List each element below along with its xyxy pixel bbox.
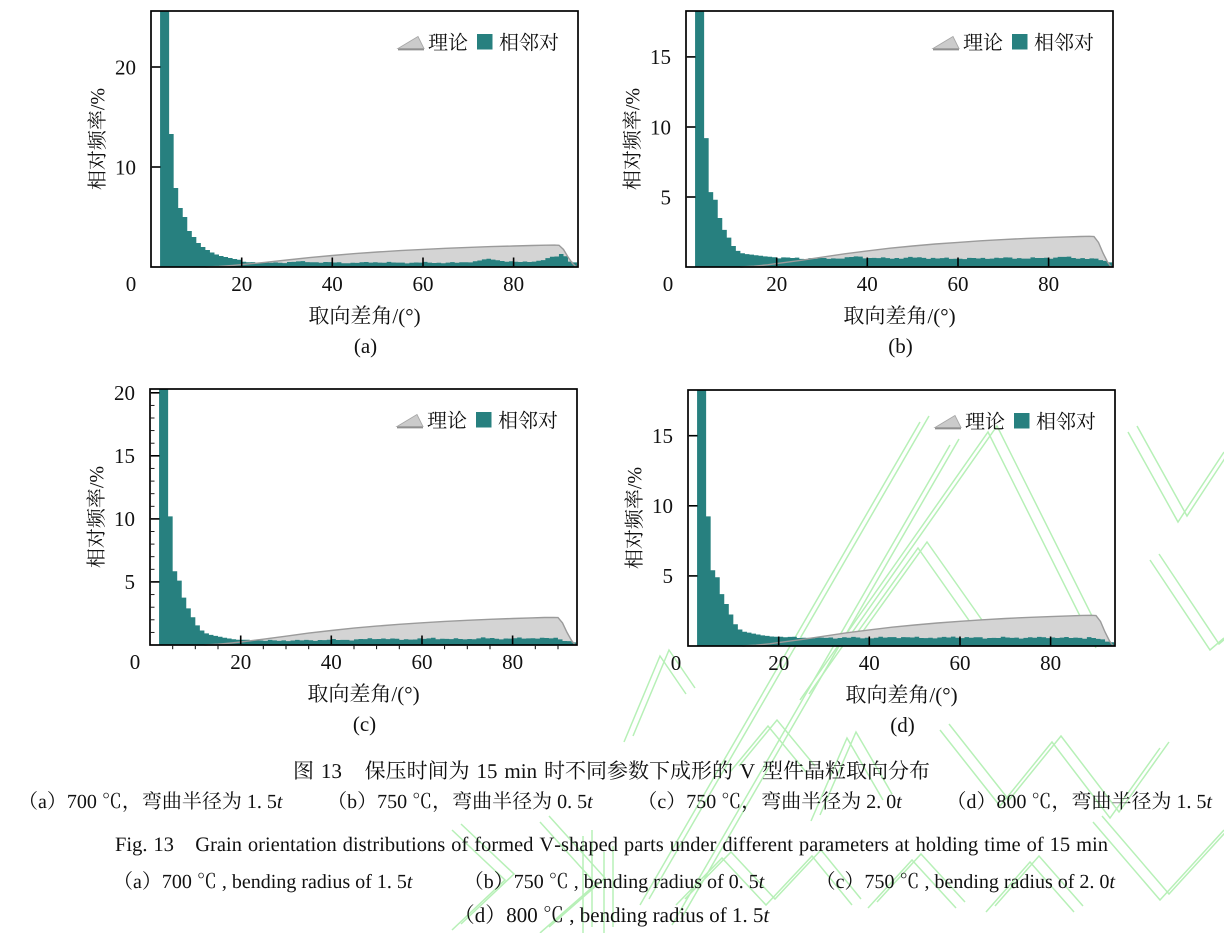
x-tick-label: 20 — [768, 651, 789, 675]
figure-captions — [31, 760, 1213, 927]
histogram-bars — [697, 390, 1115, 646]
legend — [396, 32, 559, 52]
y-axis-title — [624, 467, 643, 569]
plot-frame — [149, 388, 578, 646]
x-tick-label: 60 — [412, 650, 433, 674]
axis-ticks — [151, 66, 515, 267]
subplot-a: 10 20 0 20 40 60 80 (a) — [87, 10, 579, 358]
theory-curve-outline — [740, 235, 1112, 268]
legend-theory — [395, 410, 467, 429]
caption-en-title — [115, 836, 1108, 856]
caption-cn-title — [295, 760, 930, 780]
y-tick-label: 10 — [115, 155, 136, 179]
axis-ticks — [686, 56, 1050, 267]
subplot-grid: 10 20 0 20 40 60 80 (a) 5 10 15 0 20 40 60 80 (b) 5 10 15… — [86, 10, 1116, 737]
x-tick-label: 0 — [663, 272, 674, 296]
x-tick-label: 40 — [857, 272, 878, 296]
axis-ticks — [150, 391, 514, 645]
theory-curve-outline — [742, 614, 1114, 647]
x-tick-label: 20 — [230, 650, 251, 674]
caption-en-params-2 — [467, 904, 770, 927]
y-tick-label: 20 — [115, 55, 136, 79]
legend-adjacent-pairs — [1012, 32, 1094, 52]
plot-frame — [685, 10, 1114, 268]
legend-swatch-icon — [1012, 34, 1028, 50]
legend-swatch-icon — [476, 412, 492, 428]
theory-distribution-area — [742, 615, 1114, 646]
legend-theory — [933, 411, 1005, 430]
legend-swatch-icon — [1014, 413, 1030, 429]
x-tick-label: 40 — [859, 651, 880, 675]
subplot-d: 5 10 15 0 20 40 60 80 (d) — [624, 389, 1116, 737]
subplot-tag: (a) — [354, 334, 377, 358]
x-tick-label: 60 — [950, 651, 971, 675]
y-tick-label: 15 — [114, 444, 135, 468]
subplot-c: 5 10 15 20 0 20 40 60 80 (c) — [86, 381, 578, 736]
legend-adjacent-pairs — [1014, 411, 1096, 431]
legend-adjacent-pairs — [476, 410, 558, 430]
x-tick-label: 80 — [1040, 651, 1061, 675]
x-tick-label: 0 — [130, 650, 141, 674]
y-axis-title — [86, 466, 105, 568]
axis-ticks — [688, 434, 1052, 646]
theory-wedge-icon — [933, 414, 962, 428]
plot-frame — [687, 389, 1116, 647]
x-tick-label: 40 — [321, 650, 342, 674]
y-tick-label: 5 — [663, 564, 674, 588]
plot-frame — [150, 10, 579, 268]
subplot-b: 5 10 15 0 20 40 60 80 (b) — [622, 10, 1114, 358]
x-tick-label: 80 — [503, 272, 524, 296]
y-tick-label: 10 — [652, 494, 673, 518]
x-tick-label: 80 — [502, 650, 523, 674]
x-tick-label: 0 — [671, 651, 682, 675]
x-tick-label: 20 — [766, 272, 787, 296]
legend — [933, 411, 1096, 431]
y-tick-label: 20 — [114, 381, 135, 405]
x-axis-title — [309, 305, 420, 328]
theory-wedge-icon — [395, 413, 424, 427]
legend — [395, 410, 558, 430]
x-tick-label: 80 — [1038, 272, 1059, 296]
legend-theory — [931, 32, 1003, 51]
x-minor-ticks — [172, 645, 559, 650]
y-tick-label: 10 — [650, 115, 671, 139]
watermark-pattern — [451, 415, 1224, 933]
subplot-tag: (c) — [353, 712, 376, 736]
y-tick-label: 10 — [114, 507, 135, 531]
histogram-bars — [695, 11, 1113, 267]
legend-theory — [396, 32, 468, 51]
legend — [931, 32, 1094, 52]
y-tick-label: 15 — [652, 424, 673, 448]
x-tick-label: 20 — [231, 272, 252, 296]
x-tick-label: 60 — [413, 272, 434, 296]
legend-adjacent-pairs — [477, 32, 559, 52]
theory-wedge-icon — [931, 35, 960, 49]
legend-swatch-icon — [477, 34, 493, 50]
caption-cn-params — [31, 791, 1213, 812]
histogram-bars — [160, 11, 578, 267]
y-axis-title — [87, 88, 106, 190]
y-axis-title — [622, 88, 641, 190]
histogram-bars — [159, 389, 577, 645]
x-tick-label: 60 — [948, 272, 969, 296]
y-tick-label: 15 — [650, 45, 671, 69]
y-minor-ticks — [150, 404, 155, 633]
x-tick-label: 0 — [126, 272, 137, 296]
x-axis-title — [846, 684, 957, 707]
x-axis-title — [308, 683, 419, 706]
y-tick-label: 5 — [661, 185, 672, 209]
y-tick-label: 5 — [125, 570, 136, 594]
caption-en-params-1 — [126, 871, 1116, 893]
subplot-tag: (d) — [890, 713, 915, 737]
theory-wedge-icon — [396, 35, 425, 49]
x-axis-title — [844, 305, 955, 328]
theory-curve-outline — [205, 244, 577, 268]
x-tick-label: 40 — [322, 272, 343, 296]
theory-curve-outline — [204, 616, 576, 646]
subplot-tag: (b) — [888, 334, 913, 358]
